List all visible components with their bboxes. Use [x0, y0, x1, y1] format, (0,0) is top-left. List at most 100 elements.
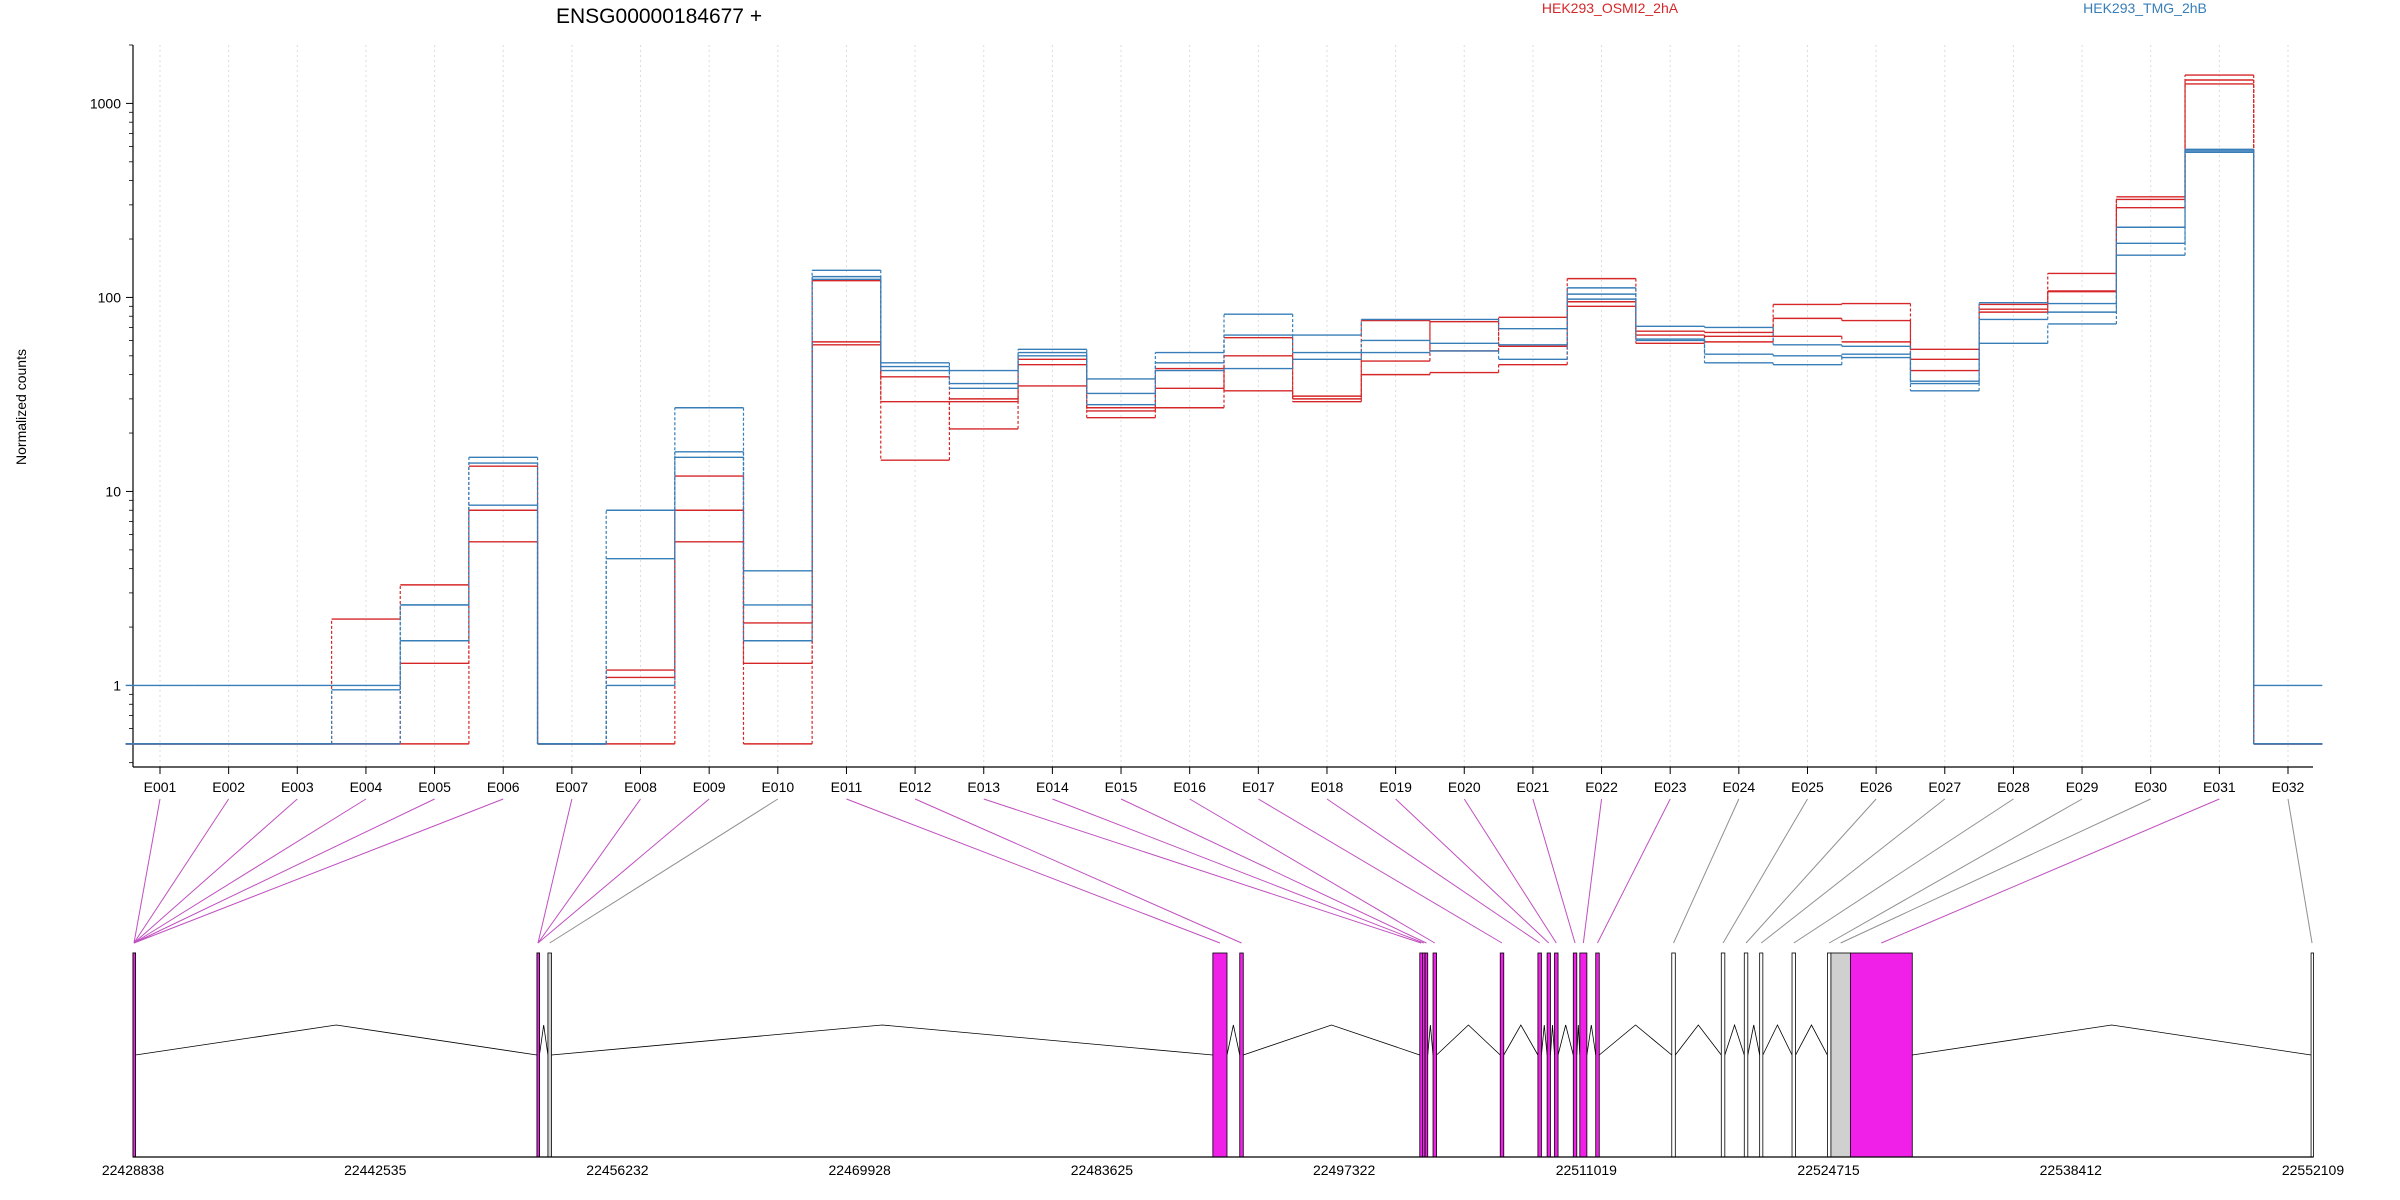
intron-line [1674, 1024, 1722, 1056]
exon-block-E031 [1849, 952, 1913, 1158]
exon-connector [1722, 798, 1808, 944]
exon-tick-label: E020 [1448, 779, 1481, 795]
exon-connector [133, 798, 367, 944]
exon-connector [1052, 798, 1424, 944]
intron-line [551, 1024, 1213, 1056]
exon-block-E023 [1595, 952, 1600, 1158]
exon-block-E022 [1579, 952, 1588, 1158]
intron-line [1541, 1024, 1548, 1056]
exon-block-E028 [1791, 952, 1796, 1158]
exon-block-E010 [547, 952, 552, 1158]
chart-title: ENSG00000184677 + [556, 5, 762, 28]
exon-tick-label: E017 [1242, 779, 1275, 795]
genomic-tick-label: 22524715 [1797, 1162, 1860, 1178]
intron-line [1436, 1024, 1501, 1056]
exon-connector [1828, 798, 2083, 944]
exon-block-E025 [1720, 952, 1726, 1158]
intron-line [1912, 1024, 2312, 1056]
exon-tick-label: E004 [350, 779, 383, 795]
genomic-tick-label: 22442535 [344, 1162, 407, 1178]
exon-connector [1326, 798, 1540, 944]
genomic-tick-label: 22538412 [2040, 1162, 2103, 1178]
grid-lines [159, 45, 2289, 767]
exon-connector [1463, 798, 1557, 944]
exon-connector [1395, 798, 1550, 944]
legend-entry-tmg: HEK293_TMG_2hB [2083, 0, 2207, 16]
intron-line [1747, 1024, 1761, 1056]
exon-tick-label: E032 [2272, 779, 2305, 795]
exon-block-E024 [1671, 952, 1676, 1158]
exon-tick-label: E009 [693, 779, 726, 795]
exon-connector [1760, 798, 1946, 944]
y-axis-ticks: 1 10 100 1000 [90, 44, 133, 764]
exon-connector [133, 798, 504, 944]
genomic-tick-label: 22511019 [1556, 1162, 1617, 1178]
exon-block-E009 [536, 952, 540, 1158]
exon-block-E026 [1743, 952, 1749, 1158]
series-HEK293_OSMI2_2hA [125, 79, 2323, 745]
exon-tick-label: E016 [1173, 779, 1206, 795]
exon-block-E019 [1546, 952, 1551, 1158]
exon-connector [983, 798, 1422, 944]
exon-tick-label: E029 [2066, 779, 2099, 795]
genomic-axis: 22428838 22442535 22456232 22469928 22483625… [102, 1156, 2345, 1178]
exon-tick-label: E024 [1722, 779, 1755, 795]
exon-block-E012 [1239, 952, 1244, 1158]
exon-connector [1582, 798, 1603, 944]
exon-tick-label: E025 [1791, 779, 1824, 795]
series-HEK293_TMG_2hB [125, 150, 2323, 745]
intron-line [539, 1024, 549, 1056]
exon-tick-label: E018 [1311, 779, 1344, 795]
exon-tick-label: E007 [556, 779, 589, 795]
exon-connector [133, 798, 161, 944]
exon-connector [1793, 798, 2014, 944]
genomic-tick-label: 22552109 [2282, 1162, 2345, 1178]
intron-line [1724, 1023, 1745, 1056]
intron-line [135, 1024, 538, 1056]
genomic-tick-label: 22497322 [1313, 1162, 1376, 1178]
exon-connector [1881, 798, 2220, 944]
exon-tick-label: E026 [1860, 779, 1893, 795]
exon-block-E015 [1424, 952, 1429, 1158]
series-HEK293_OSMI2_2hA [125, 83, 2323, 745]
exon-connector [537, 798, 573, 944]
exon-tick-label: E010 [761, 779, 794, 795]
exon-tick-label: E001 [144, 779, 177, 795]
exon-connector [537, 798, 710, 944]
legend-entry-osmi2: HEK293_OSMI2_2hA [1542, 0, 1679, 16]
exon-tick-label: E013 [967, 779, 1000, 795]
exon-tick-label: E019 [1379, 779, 1412, 795]
gene-model [132, 952, 2314, 1158]
exon-tick-label: E012 [899, 779, 932, 795]
exon-block-E030 [1830, 952, 1851, 1158]
intron-line [1576, 1024, 1581, 1056]
exon-connector [1673, 798, 1740, 944]
exon-tick-label: E011 [831, 779, 863, 795]
intron-line [1243, 1024, 1420, 1056]
exon-block-E032 [2310, 952, 2314, 1158]
exon-tick-label: E015 [1105, 779, 1138, 795]
exon-block-E011 [1212, 952, 1228, 1158]
exon-tick-label: E006 [487, 779, 520, 795]
exon-connector [846, 798, 1221, 944]
intron-line [1557, 1024, 1574, 1056]
exon-connector [1597, 798, 1671, 944]
genomic-tick-label: 22456232 [586, 1162, 649, 1178]
y-tick-label: 1000 [90, 95, 121, 111]
exon-tick-label: E008 [624, 779, 657, 795]
exon-block-E021 [1572, 952, 1578, 1158]
exon-connector [537, 798, 641, 944]
exon-block-E006 [132, 952, 136, 1158]
exon-connector [1532, 798, 1576, 944]
exon-connectors [133, 798, 2313, 944]
plot-axes [132, 45, 2313, 768]
exon-tick-label: E014 [1036, 779, 1069, 795]
exon-connector [1120, 798, 1427, 944]
intron-line [1226, 1024, 1241, 1056]
y-tick-label: 10 [105, 483, 121, 499]
exon-tick-label: E003 [281, 779, 314, 795]
exon-connector [2287, 798, 2313, 944]
intron-line [1503, 1024, 1539, 1056]
exon-connector [549, 798, 779, 944]
